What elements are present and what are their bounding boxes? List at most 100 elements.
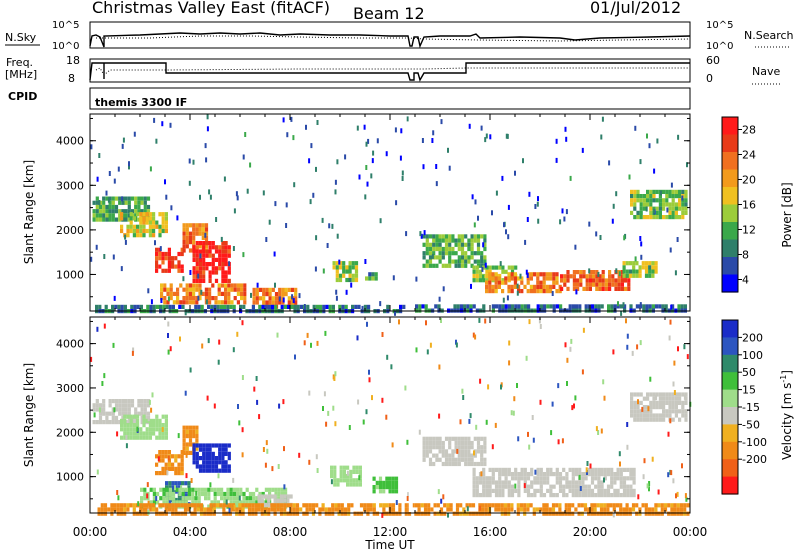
heatmap-cell [224, 443, 228, 448]
heatmap-cell [218, 339, 221, 345]
heatmap-cell [464, 242, 468, 247]
heatmap-cell [271, 466, 274, 472]
heatmap-cell [146, 204, 151, 210]
heatmap-cell [435, 453, 439, 458]
heatmap-cell [174, 256, 178, 261]
heatmap-cell [292, 298, 295, 304]
heatmap-cell [221, 270, 225, 275]
heatmap-cell [225, 511, 229, 516]
heatmap-cell [539, 472, 543, 477]
heatmap-cell [681, 413, 685, 418]
heatmap-cell [460, 453, 465, 458]
heatmap-cell [432, 461, 436, 467]
heatmap-cell [565, 484, 569, 489]
heatmap-cell [195, 270, 199, 275]
heatmap-cell [684, 409, 688, 414]
heatmap-cell [501, 175, 504, 181]
heatmap-cell [669, 418, 672, 424]
heatmap-cell [471, 511, 476, 516]
heatmap-cell [525, 355, 528, 361]
heatmap-cell [623, 235, 626, 241]
heatmap-cell [571, 493, 575, 498]
heatmap-cell [485, 488, 489, 493]
heatmap-cell [221, 249, 225, 254]
heatmap-cell [208, 241, 212, 246]
heatmap-cell [161, 224, 165, 229]
heatmap-cell [315, 503, 319, 508]
heatmap-cell [120, 423, 124, 428]
heatmap-cell [673, 503, 677, 508]
heatmap-cell [482, 304, 486, 309]
heatmap-cell [105, 420, 109, 425]
heatmap-cell [489, 134, 492, 140]
heatmap-cell [294, 296, 298, 301]
heatmap-cell [678, 409, 682, 414]
heatmap-cell [662, 396, 666, 401]
heatmap-cell [467, 242, 471, 247]
heatmap-cell [574, 488, 579, 493]
heatmap-cell [342, 273, 346, 278]
heatmap-cell [289, 503, 293, 508]
heatmap-cell [195, 266, 199, 271]
heatmap-cell [438, 449, 442, 454]
heatmap-cell [444, 242, 449, 247]
heatmap-cell [520, 304, 524, 309]
heatmap-cell [563, 216, 566, 222]
heatmap-cell [216, 491, 220, 497]
heatmap-cell [654, 269, 658, 274]
heatmap-cell [124, 403, 128, 408]
heatmap-cell [398, 319, 400, 325]
heatmap-cell [224, 464, 228, 469]
heatmap-cell [197, 496, 201, 501]
heatmap-cell [163, 300, 167, 305]
colorbar-swatch [722, 204, 738, 223]
heatmap-cell [152, 423, 156, 428]
heatmap-cell [657, 511, 661, 516]
heatmap-cell [140, 420, 144, 425]
heatmap-cell [585, 278, 589, 283]
heatmap-cell [676, 511, 680, 516]
heatmap-cell [526, 217, 529, 222]
heatmap-cell [198, 241, 203, 246]
heatmap-cell [435, 436, 439, 441]
heatmap-cell [334, 189, 337, 195]
heatmap-cell [171, 481, 175, 486]
heatmap-cell [652, 206, 656, 211]
heatmap-cell [232, 500, 236, 505]
heatmap-cell [251, 511, 255, 516]
heatmap-cell [368, 272, 372, 277]
heatmap-cell [526, 476, 531, 481]
heatmap-cell [485, 476, 489, 481]
heatmap-cell [193, 507, 197, 512]
heatmap-cell [224, 287, 228, 292]
heatmap-cell [185, 446, 189, 451]
heatmap-cell [648, 269, 652, 274]
heatmap-cell [372, 485, 376, 490]
heatmap-cell [152, 216, 156, 221]
heatmap-cell [302, 511, 306, 516]
heatmap-cell [639, 198, 643, 203]
heatmap-cell [225, 499, 228, 505]
heatmap-cell [558, 507, 562, 512]
heatmap-cell [386, 304, 390, 309]
heatmap-cell [276, 498, 280, 503]
heatmap-cell [212, 507, 216, 512]
heatmap-cell [198, 231, 202, 236]
colorbar-swatch [722, 389, 738, 408]
heatmap-cell [473, 450, 475, 456]
heatmap-cell [504, 484, 508, 489]
heatmap-cell [520, 276, 524, 281]
heatmap-cell [536, 284, 540, 289]
heatmap-cell [674, 215, 678, 220]
heatmap-cell [667, 503, 671, 508]
heatmap-cell [632, 480, 636, 485]
heatmap-cell [233, 504, 236, 510]
heatmap-cell [451, 453, 455, 458]
heatmap-cell [158, 264, 162, 269]
heatmap-cell [641, 265, 645, 270]
heatmap-cell [252, 300, 256, 305]
heatmap-cell [629, 467, 633, 472]
heatmap-cell [195, 438, 199, 443]
heatmap-cell [208, 270, 212, 275]
